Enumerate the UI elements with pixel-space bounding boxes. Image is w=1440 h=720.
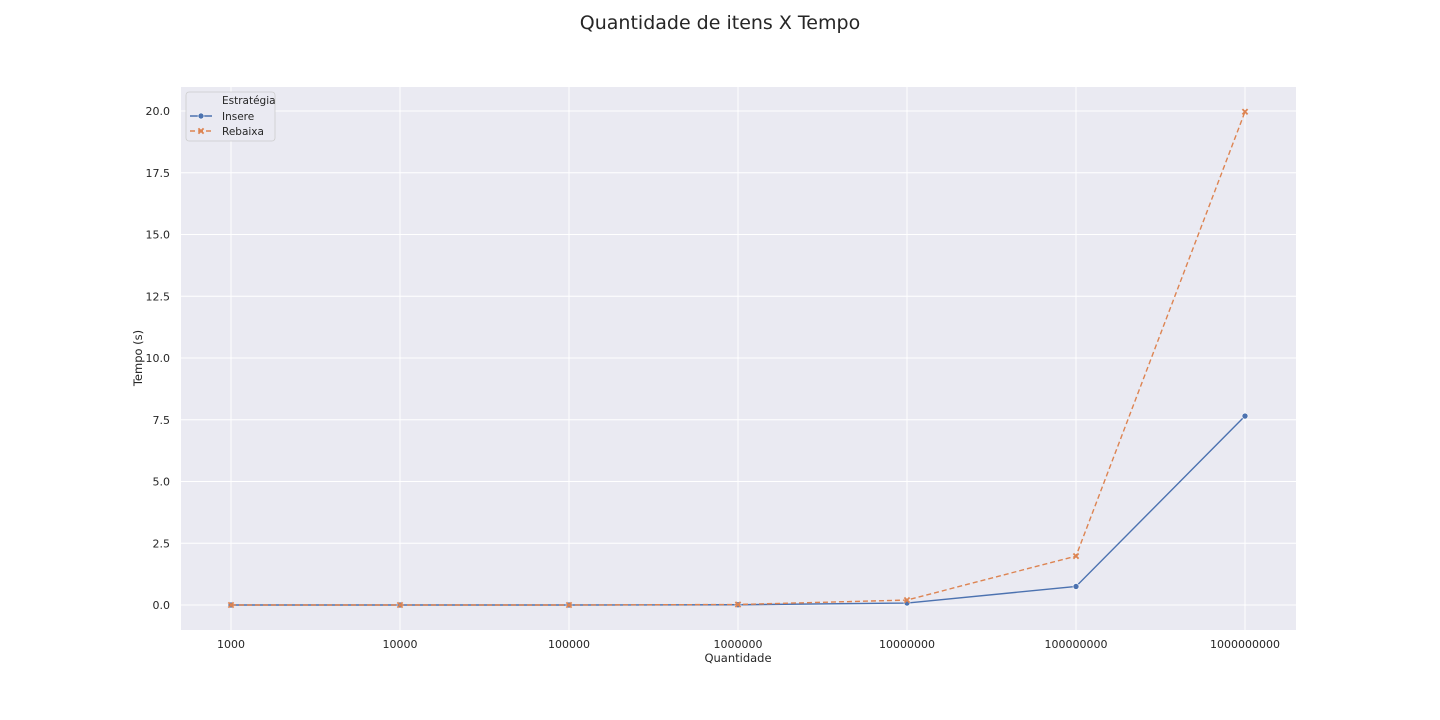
data-point bbox=[1241, 108, 1249, 115]
y-tick-label: 12.5 bbox=[146, 290, 171, 303]
y-tick-label: 20.0 bbox=[146, 105, 171, 118]
legend-box bbox=[185, 91, 276, 142]
data-point bbox=[565, 601, 573, 609]
x-tick-label: 1000000000 bbox=[1210, 638, 1280, 651]
data-point bbox=[1072, 552, 1080, 560]
legend-items: Insere Rebaixa bbox=[190, 111, 264, 138]
data-point bbox=[227, 601, 235, 609]
data-point bbox=[1241, 412, 1249, 420]
y-tick-label: 5.0 bbox=[153, 476, 171, 489]
legend-item-insere: Insere bbox=[190, 111, 254, 123]
data-point bbox=[1072, 583, 1080, 590]
legend: Estratégia Insere Rebaixa bbox=[185, 91, 276, 142]
data-point bbox=[734, 601, 742, 608]
y-tick-label: 0.0 bbox=[153, 599, 171, 612]
tick-labels: 1000 10000 100000 1000000 10000000 100000000 1… bbox=[146, 105, 1281, 651]
y-tick-label: 10.0 bbox=[146, 352, 171, 365]
legend-label: Insere bbox=[222, 111, 254, 123]
series-layer bbox=[227, 108, 1249, 609]
data-point bbox=[903, 596, 911, 604]
chart-title: Quantidade de itens X Tempo bbox=[580, 12, 860, 34]
x-tick-label: 100000000 bbox=[1045, 638, 1108, 651]
legend-item-rebaixa: Rebaixa bbox=[190, 126, 264, 138]
series-rebaixa bbox=[227, 108, 1249, 609]
x-tick-label: 10000 bbox=[383, 638, 418, 651]
x-tick-label: 10000000 bbox=[879, 638, 935, 651]
legend-marker bbox=[197, 112, 205, 120]
x-tick-label: 1000 bbox=[217, 638, 245, 651]
y-axis-title: Tempo (s) bbox=[131, 330, 145, 387]
data-point bbox=[396, 601, 404, 609]
legend-title: Estratégia bbox=[222, 95, 276, 107]
y-tick-label: 15.0 bbox=[146, 229, 171, 242]
y-tick-label: 7.5 bbox=[153, 414, 171, 427]
y-tick-label: 17.5 bbox=[146, 167, 171, 180]
y-tick-label: 2.5 bbox=[153, 537, 171, 550]
x-tick-label: 1000000 bbox=[714, 638, 763, 651]
legend-label: Rebaixa bbox=[222, 126, 264, 138]
legend-marker bbox=[197, 127, 205, 135]
x-axis-title: Quantidade bbox=[704, 651, 771, 665]
x-tick-label: 100000 bbox=[548, 638, 590, 651]
